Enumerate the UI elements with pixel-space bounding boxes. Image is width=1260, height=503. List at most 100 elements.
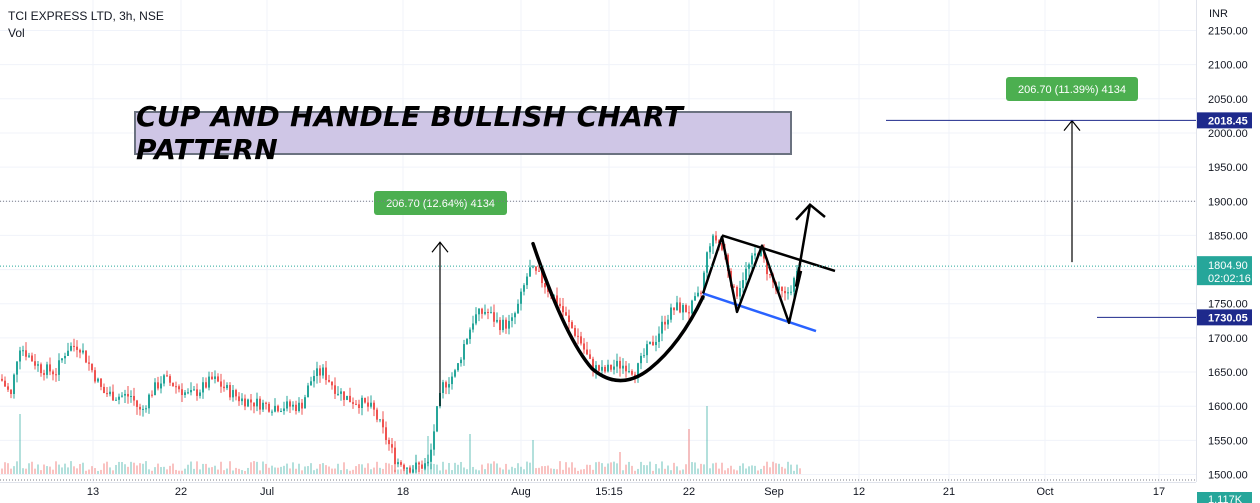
volume-bar bbox=[655, 464, 657, 474]
volume-bar bbox=[652, 470, 654, 474]
candle-body bbox=[475, 314, 477, 324]
time-tick-label: 12 bbox=[853, 486, 865, 498]
candle-body bbox=[52, 371, 54, 375]
volume-bar bbox=[646, 465, 648, 474]
price-levels bbox=[0, 119, 1196, 481]
candle-body bbox=[10, 389, 12, 395]
candle-body bbox=[490, 312, 492, 314]
price-axis-bg bbox=[1196, 0, 1260, 503]
candle-body bbox=[607, 364, 609, 372]
volume-bar bbox=[442, 461, 444, 474]
candle-body bbox=[289, 401, 291, 407]
candle-body bbox=[91, 363, 93, 371]
candle-body bbox=[352, 402, 354, 404]
price-axis[interactable]: INR 1500.00 1550.00 1600.00 1650.00 1700.00 17… bbox=[1196, 0, 1260, 503]
volume-bar bbox=[433, 463, 435, 474]
candle-body bbox=[502, 319, 504, 331]
candle-body bbox=[274, 405, 276, 412]
candle-body bbox=[478, 308, 480, 315]
candle-body bbox=[577, 335, 579, 337]
volume-bar bbox=[382, 468, 384, 474]
candle-body bbox=[310, 381, 312, 386]
candle-body bbox=[604, 366, 606, 372]
currency-label: INR bbox=[1209, 8, 1228, 20]
candle-body bbox=[658, 333, 660, 342]
candle-body bbox=[697, 292, 699, 297]
candle-body bbox=[43, 373, 45, 375]
candle-body bbox=[25, 350, 27, 357]
volume-bar bbox=[13, 466, 15, 474]
candle-body bbox=[721, 243, 723, 250]
candle-body bbox=[76, 346, 78, 350]
candle-body bbox=[715, 235, 717, 241]
candle-body bbox=[679, 302, 681, 313]
volume-bar bbox=[703, 464, 705, 474]
candle-body bbox=[70, 345, 72, 351]
volume-bar bbox=[715, 462, 717, 474]
candle-body bbox=[334, 385, 336, 394]
candle-body bbox=[106, 393, 108, 395]
volume-bar bbox=[439, 470, 441, 474]
candle-body bbox=[154, 382, 156, 396]
candle-body bbox=[751, 255, 753, 265]
candle-body bbox=[73, 345, 75, 347]
volume-bar bbox=[499, 467, 501, 474]
volume-bar bbox=[781, 466, 783, 474]
candle-body bbox=[331, 381, 333, 386]
volume-bar bbox=[103, 463, 105, 474]
candle-body bbox=[433, 431, 435, 450]
candle-body bbox=[262, 402, 264, 410]
volume-bar bbox=[316, 468, 318, 474]
candle-body bbox=[520, 291, 522, 304]
candle-body bbox=[508, 320, 510, 329]
volume-bar bbox=[793, 470, 795, 474]
candle-body bbox=[661, 321, 663, 334]
volume-bar bbox=[568, 467, 570, 474]
candle-body bbox=[238, 396, 240, 402]
volume-bar bbox=[112, 470, 114, 474]
volume-bar bbox=[634, 470, 636, 474]
volume-bar bbox=[31, 461, 33, 474]
volume-bar bbox=[679, 470, 681, 474]
volume-bar bbox=[229, 461, 231, 474]
measure-arrow-left-head bbox=[431, 241, 449, 253]
time-tick-label: Jul bbox=[260, 486, 274, 498]
volume-bar bbox=[67, 467, 69, 474]
candle-body bbox=[280, 410, 282, 412]
volume-bar bbox=[211, 467, 213, 474]
volume-bar bbox=[661, 461, 663, 474]
candle-body bbox=[622, 365, 624, 369]
volume-bar bbox=[286, 463, 288, 474]
volume-bar bbox=[577, 470, 579, 474]
cup-curve bbox=[531, 241, 705, 383]
time-axis[interactable]: 13 22 Jul 18 Aug 15:15 22 Sep 12 21 Oct 17 bbox=[0, 482, 1196, 499]
volume-bar bbox=[28, 463, 30, 474]
volume-bar bbox=[604, 466, 606, 474]
candle-body bbox=[346, 395, 348, 400]
volume-bar bbox=[505, 463, 507, 474]
volume-bar bbox=[88, 469, 90, 474]
candle-body bbox=[532, 266, 534, 268]
candle-body bbox=[316, 368, 318, 376]
candle-body bbox=[40, 364, 42, 374]
volume-bar bbox=[340, 470, 342, 474]
candle-body bbox=[34, 361, 36, 366]
volume-bar bbox=[217, 469, 219, 474]
volume-bar bbox=[100, 469, 102, 474]
volume-bar bbox=[355, 466, 357, 474]
candle-body bbox=[340, 391, 342, 394]
target-level-badge-bg bbox=[1197, 112, 1252, 129]
candle-body bbox=[196, 389, 198, 396]
candle-body bbox=[265, 402, 267, 404]
candle-body bbox=[487, 311, 489, 313]
candle-body bbox=[175, 386, 177, 388]
time-tick-label: 17 bbox=[1153, 486, 1165, 498]
volume-bar bbox=[139, 463, 141, 474]
candle-body bbox=[232, 390, 234, 398]
volume-bar bbox=[172, 463, 174, 474]
volume-bar bbox=[292, 462, 294, 474]
pattern-drawings: 206.70 (12.64%) 4134 206.70 (11.39%) 4134 bbox=[374, 77, 1138, 407]
price-tick-label: 1550.00 bbox=[1208, 435, 1248, 447]
volume-bar bbox=[706, 406, 708, 474]
